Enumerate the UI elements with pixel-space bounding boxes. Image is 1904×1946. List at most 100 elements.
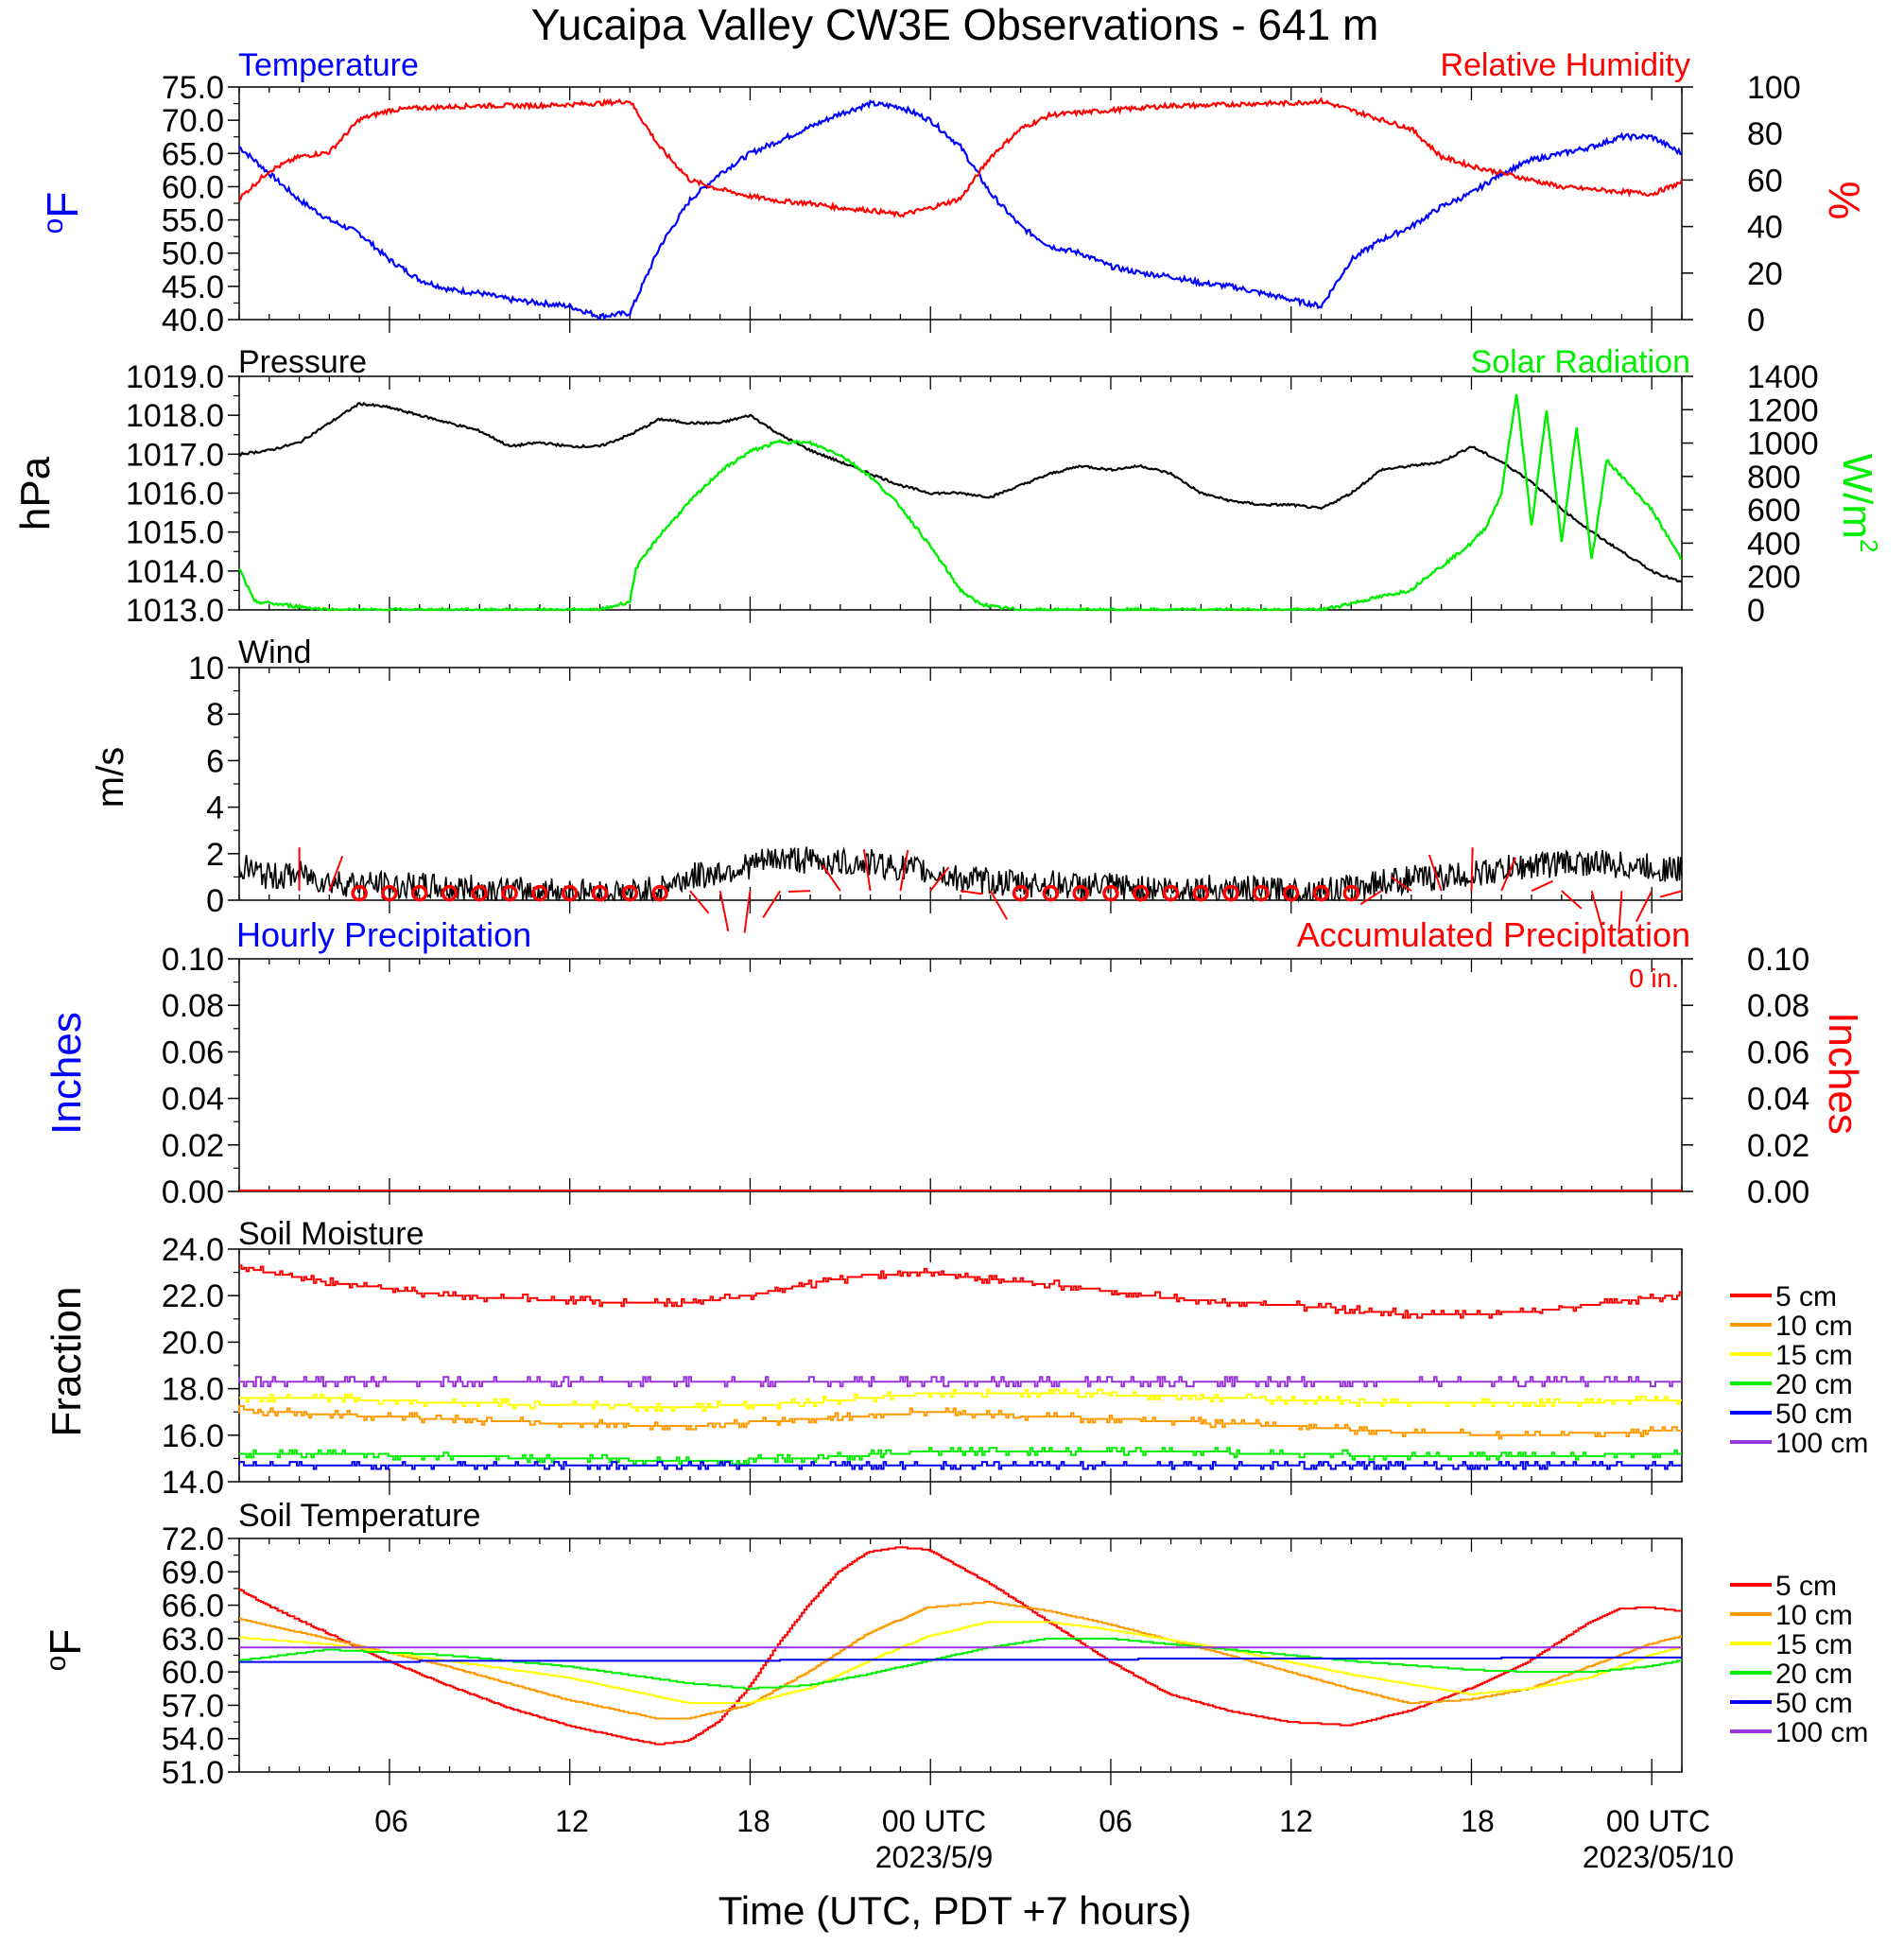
- soil-moisture-5cm-line: [239, 1264, 1682, 1319]
- wind-calm-marker: [1312, 884, 1330, 902]
- wind-calm-marker: [1253, 884, 1270, 902]
- temp-rh-left-tick-label: 60.0: [162, 169, 224, 205]
- wind-barb: [718, 890, 730, 932]
- soil-temp-left-tick-label: 63.0: [162, 1622, 224, 1658]
- solar-unit: W/m2: [1834, 454, 1883, 553]
- humidity-line: [238, 96, 1683, 218]
- wind-barb: [862, 849, 872, 892]
- wind-calm-marker: [1222, 884, 1239, 902]
- wind-left-tick-label: 4: [206, 791, 224, 826]
- soil-moisture-left-tick-label: 18.0: [162, 1372, 224, 1408]
- temp-rh-right-tick-label: 40: [1747, 210, 1783, 246]
- pressure-solar-left-tick-label: 1019.0: [126, 359, 224, 395]
- pressure-solar-right-tick-label: 1000: [1747, 426, 1819, 462]
- soil-temp-unit: oF: [41, 1629, 90, 1672]
- temperature-unit: oF: [38, 192, 87, 235]
- soil-moisture-frame: [238, 1248, 1683, 1483]
- temp-rh-left-tick-label: 70.0: [162, 103, 224, 139]
- wind-calm-marker: [1012, 884, 1030, 902]
- precip-left-tick-label: 0.06: [162, 1034, 224, 1070]
- soil-temp-legend-label: 15 cm: [1775, 1629, 1853, 1660]
- humidity-unit: %: [1820, 182, 1869, 220]
- soil-moisture-legend-label: 50 cm: [1775, 1399, 1853, 1430]
- pressure-solar-left-tick-label: 1015.0: [126, 515, 224, 551]
- temperature-line: [238, 99, 1683, 321]
- pressure-solar-left-tick-label: 1017.0: [126, 437, 224, 473]
- wind-calm-marker: [1162, 884, 1180, 902]
- precip-right-tick-label: 0.06: [1747, 1034, 1809, 1070]
- precip-left-unit: Inches: [43, 1012, 90, 1135]
- soil-moisture-left-tick-label: 24.0: [162, 1232, 224, 1268]
- humidity-title: Relative Humidity: [1440, 47, 1690, 83]
- accum-precip-title: Accumulated Precipitation: [1297, 915, 1690, 954]
- soil-moisture-legend-label: 10 cm: [1775, 1311, 1853, 1342]
- precip-right-tick-label: 0.04: [1747, 1082, 1809, 1118]
- x-tick-label: 18: [736, 1804, 770, 1838]
- soil-moisture-title: Soil Moisture: [238, 1216, 424, 1252]
- x-axis-title: Time (UTC, PDT +7 hours): [718, 1888, 1192, 1933]
- x-tick-label: 00 UTC: [1606, 1804, 1710, 1838]
- wind-calm-marker: [501, 884, 518, 902]
- precip-right-tick-label: 0.08: [1747, 988, 1809, 1024]
- wind-calm-marker: [1133, 884, 1150, 902]
- wind-left-tick-label: 6: [206, 743, 224, 779]
- pressure-solar-right-tick-label: 0: [1747, 593, 1765, 629]
- soil-moisture-legend-label: 20 cm: [1775, 1369, 1853, 1400]
- wind-calm-marker: [1282, 884, 1300, 902]
- temp-rh-right-tick-label: 60: [1747, 163, 1783, 199]
- soil-moisture-15cm-line: [239, 1388, 1682, 1412]
- precip-left-tick-label: 0.08: [162, 988, 224, 1024]
- wind-calm-marker: [471, 884, 489, 902]
- soil-temp-20cm-line: [239, 1637, 1682, 1690]
- wind-left-tick-label: 8: [206, 697, 224, 733]
- soil-temp-5cm-line: [238, 1546, 1682, 1746]
- precip-frame: [238, 958, 1683, 1192]
- pressure-solar-right-tick-label: 800: [1747, 460, 1801, 495]
- wind-barb: [1561, 890, 1583, 910]
- wind-calm-marker: [351, 884, 368, 902]
- plot-layer: 75.070.065.060.055.050.045.040.010080604…: [126, 70, 1868, 1791]
- pressure-title: Pressure: [238, 344, 367, 380]
- wind-barb: [689, 890, 710, 914]
- soil-temp-left-tick-label: 69.0: [162, 1555, 224, 1590]
- wind-barb: [788, 890, 811, 893]
- wind-barb: [328, 856, 344, 892]
- wind-calm-marker: [441, 884, 459, 902]
- wind-calm-marker: [531, 884, 548, 902]
- wind-barb: [743, 891, 752, 933]
- wind-left-tick-label: 0: [206, 883, 224, 919]
- soil-temp-left-tick-label: 51.0: [162, 1755, 224, 1791]
- temp-rh-frame: [238, 86, 1683, 321]
- x-tick-label: 00 UTC: [882, 1804, 986, 1838]
- soil-moisture-left-tick-label: 14.0: [162, 1465, 224, 1501]
- x-tick-label: 06: [374, 1804, 408, 1838]
- soil-moisture-left-tick-label: 22.0: [162, 1278, 224, 1314]
- wind-calm-marker: [381, 884, 398, 902]
- temp-rh-right-tick-label: 0: [1747, 303, 1765, 339]
- soil-temp-legend-label: 50 cm: [1775, 1688, 1853, 1719]
- soil-moisture-unit: Fraction: [43, 1287, 90, 1437]
- soil-temp-left-tick-label: 54.0: [162, 1722, 224, 1758]
- pressure-solar-right-tick-label: 400: [1747, 526, 1801, 562]
- wind-barb: [899, 849, 909, 892]
- temp-rh-left-tick-label: 50.0: [162, 236, 224, 272]
- wind-calm-marker: [1042, 884, 1060, 902]
- soil-moisture-left-tick-label: 20.0: [162, 1325, 224, 1361]
- wind-barb: [1500, 857, 1516, 892]
- pressure-line: [238, 401, 1683, 583]
- soil-moisture-legend-label: 100 cm: [1775, 1428, 1868, 1459]
- x-tick-label: 12: [555, 1804, 589, 1838]
- wind-barb: [1531, 879, 1553, 893]
- wind-barb: [1659, 890, 1683, 898]
- temperature-title: Temperature: [238, 47, 419, 83]
- soil-temp-15cm-line: [239, 1621, 1682, 1705]
- soil-temp-legend-label: 100 cm: [1775, 1717, 1868, 1748]
- soil-moisture-20cm-line: [239, 1447, 1682, 1466]
- solar-radiation-line: [238, 393, 1683, 612]
- wind-left-tick-label: 2: [206, 837, 224, 873]
- wind-calm-marker: [1192, 884, 1210, 902]
- soil-temp-title: Soil Temperature: [238, 1498, 480, 1534]
- soil-temp-legend-label: 20 cm: [1775, 1659, 1853, 1690]
- wind-barb: [1470, 847, 1474, 892]
- soil-temp-left-tick-label: 72.0: [162, 1521, 224, 1557]
